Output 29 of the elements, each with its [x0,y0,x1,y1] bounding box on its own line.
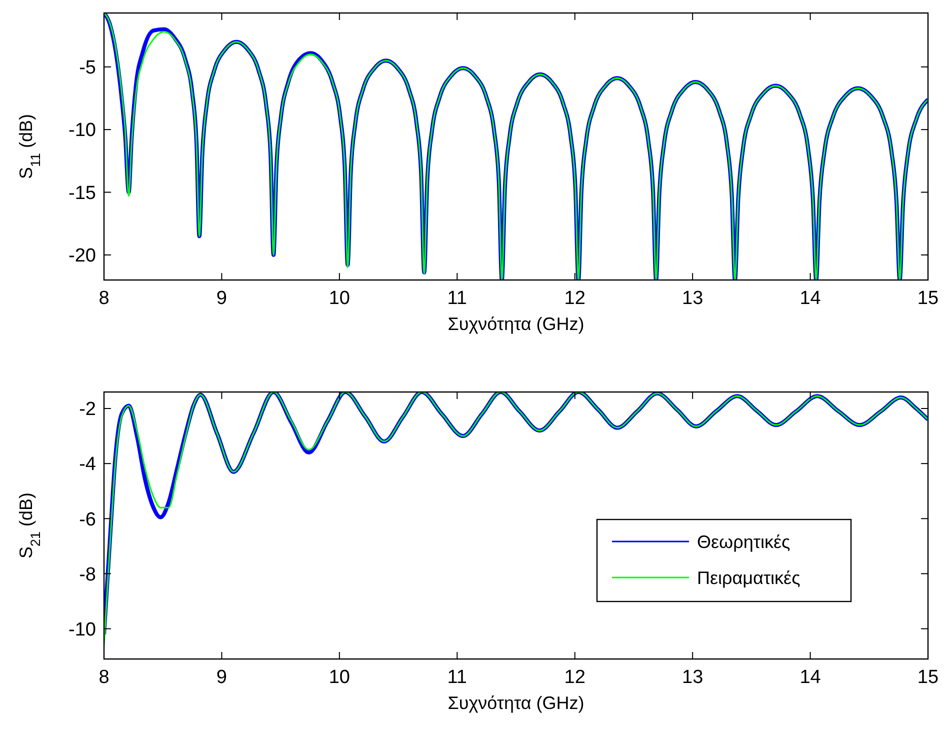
y-tick-label: -6 [79,509,96,530]
y-tick-label: -5 [79,58,96,79]
y-tick-label: -4 [79,454,96,476]
x-axis-title: Συχνότητα (GHz) [448,693,584,713]
x-tick-label: 10 [328,288,350,309]
x-tick-label: 15 [917,667,939,688]
x-tick-label: 10 [328,667,350,688]
x-tick-label: 15 [917,288,939,309]
x-tick-label: 12 [564,288,586,309]
x-tick-label: 14 [800,667,822,688]
x-tick-label: 8 [98,667,110,688]
x-tick-label: 11 [447,667,468,688]
y-tick-label: -10 [68,120,96,142]
x-tick-label: 11 [447,288,468,309]
x-tick-label: 14 [800,288,822,309]
y-tick-label: -15 [68,182,96,204]
x-tick-label: 9 [216,667,228,688]
y-tick-label: -20 [68,246,96,267]
y-tick-label: -10 [68,619,96,640]
y-tick-label: -2 [79,399,96,420]
legend-label: Θεωρητικές [697,532,790,552]
y-tick-label: -8 [79,564,96,586]
x-tick-label: 12 [564,667,586,688]
x-tick-label: 9 [216,288,228,309]
x-tick-label: 13 [682,667,704,688]
x-tick-label: 8 [98,288,110,309]
x-tick-label: 13 [682,288,704,309]
x-axis-title: Συχνότητα (GHz) [448,314,584,334]
legend-label: Πειραματικές [697,568,801,588]
